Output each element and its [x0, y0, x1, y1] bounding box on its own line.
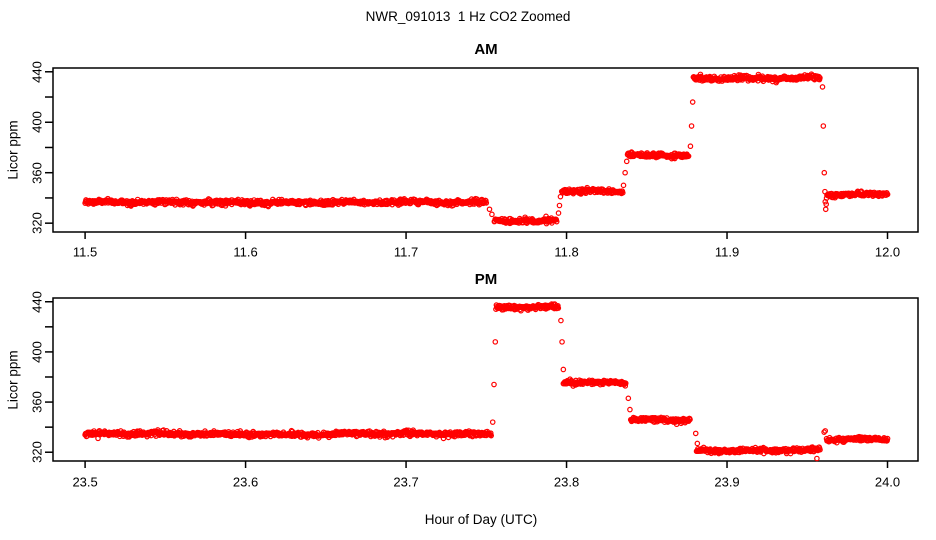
pm-y-tick-label: 320 — [29, 441, 45, 464]
am-y-tick-label: 360 — [29, 161, 45, 184]
pm-x-tick-label: 23.8 — [553, 474, 580, 490]
am-y-tick-label: 320 — [29, 212, 45, 235]
pm-x-tick-label: 23.6 — [232, 474, 259, 490]
am-x-tick-label: 11.6 — [233, 244, 258, 260]
am-y-tick-label: 400 — [29, 111, 45, 134]
pm-y-tick-label: 360 — [29, 391, 45, 413]
pm-x-tick-label: 23.5 — [72, 474, 98, 490]
am-x-tick-label: 11.8 — [554, 244, 579, 260]
am-panel-title: AM — [474, 41, 498, 58]
am-y-tick-label: 440 — [29, 60, 45, 83]
pm-panel-title: PM — [474, 271, 498, 288]
am-x-tick-label: 11.5 — [72, 244, 98, 260]
x-axis-label: Hour of Day (UTC) — [424, 512, 538, 527]
pm-x-tick-label: 24.0 — [874, 474, 901, 490]
pm-x-tick-label: 23.7 — [393, 474, 419, 490]
am-x-tick-label: 11.9 — [714, 244, 740, 260]
am-x-tick-label: 11.7 — [393, 244, 419, 260]
pm-y-tick-label: 440 — [29, 290, 45, 313]
am-x-tick-label: 12.0 — [874, 244, 901, 260]
chart-title: NWR_091013 1 Hz CO2 Zoomed — [365, 9, 571, 24]
pm-x-tick-label: 23.9 — [714, 474, 740, 490]
pm-y-tick-label: 400 — [29, 341, 45, 363]
pm-y-axis-label: Licor ppm — [5, 350, 21, 410]
am-y-axis-label: Licor ppm — [5, 120, 21, 180]
